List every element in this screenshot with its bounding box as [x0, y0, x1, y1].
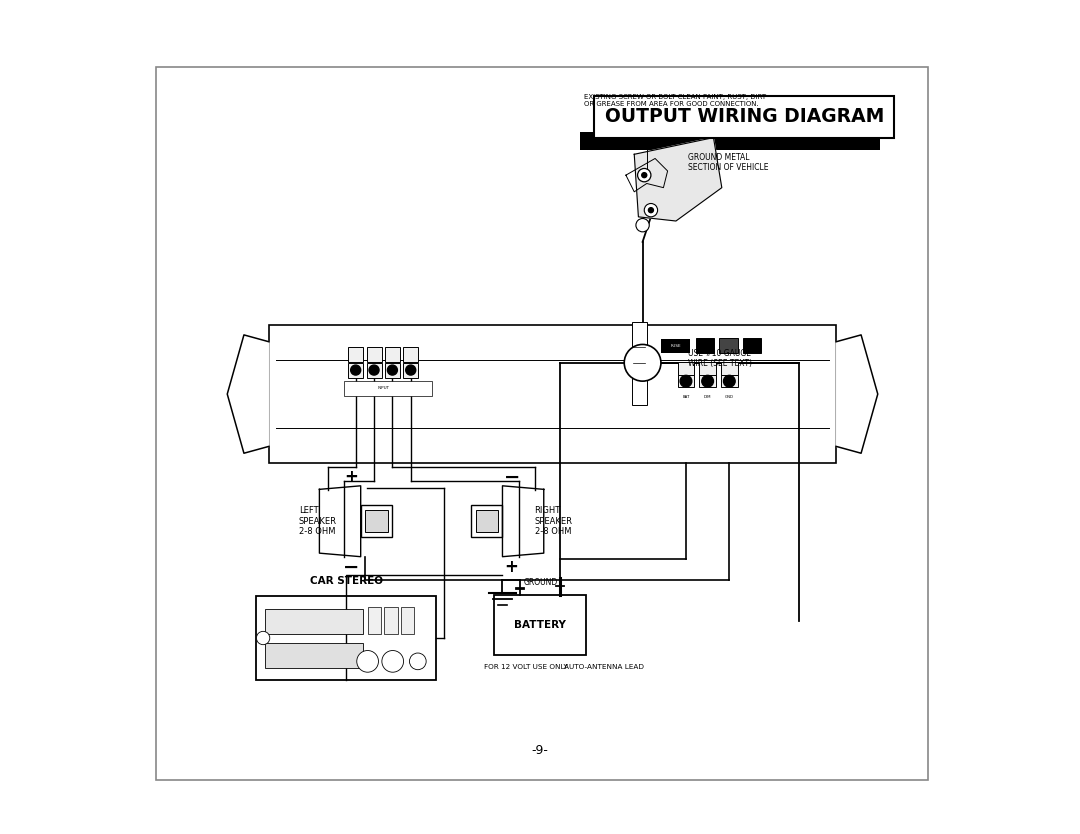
Bar	[403, 347, 418, 362]
Bar	[269, 325, 836, 463]
Text: INPUT: INPUT	[377, 386, 389, 390]
Bar	[384, 363, 400, 378]
Text: CAR STEREO: CAR STEREO	[310, 576, 382, 586]
Text: EXISTING SCREW OR BOLT CLEAN PAINT, RUST, DIRT
OR GREASE FROM AREA FOR GOOD CONN: EXISTING SCREW OR BOLT CLEAN PAINT, RUST…	[584, 93, 767, 107]
Text: BATTERY: BATTERY	[514, 620, 566, 630]
Bar	[403, 363, 418, 378]
Bar	[365, 510, 388, 532]
Bar	[677, 375, 694, 387]
Bar	[366, 363, 381, 378]
Text: GND: GND	[725, 395, 733, 399]
Bar	[719, 338, 738, 353]
Circle shape	[388, 365, 397, 375]
Text: BAT: BAT	[683, 395, 690, 399]
Bar	[265, 609, 363, 634]
Text: AUTO-ANTENNA LEAD: AUTO-ANTENNA LEAD	[565, 664, 645, 671]
Bar	[265, 643, 363, 668]
Bar	[471, 505, 502, 537]
Circle shape	[351, 365, 361, 375]
Text: FUSE: FUSE	[671, 344, 680, 348]
Bar	[580, 132, 880, 150]
Circle shape	[636, 219, 649, 232]
Circle shape	[724, 375, 735, 387]
Text: OUTPUT WIRING DIAGRAM: OUTPUT WIRING DIAGRAM	[605, 108, 885, 126]
Bar	[157, 67, 928, 780]
Text: −: −	[343, 558, 360, 577]
Circle shape	[256, 631, 270, 645]
Bar	[475, 510, 498, 532]
Circle shape	[382, 651, 404, 672]
Text: USE #10 GAUGE
WIRE (SEE TEXT): USE #10 GAUGE WIRE (SEE TEXT)	[688, 349, 753, 369]
Circle shape	[702, 375, 714, 387]
Text: DIM: DIM	[704, 395, 712, 399]
Bar	[366, 347, 381, 362]
Bar	[632, 322, 647, 405]
Circle shape	[637, 168, 651, 182]
Bar	[401, 607, 415, 634]
Bar	[384, 347, 400, 362]
Text: GROUND METAL
SECTION OF VEHICLE: GROUND METAL SECTION OF VEHICLE	[688, 153, 769, 173]
Circle shape	[409, 653, 427, 670]
Polygon shape	[502, 485, 543, 557]
Circle shape	[356, 651, 378, 672]
Circle shape	[645, 203, 658, 217]
Bar	[661, 339, 690, 353]
Bar	[696, 338, 714, 353]
Text: RIGHT
SPEAKER
2-8 OHM: RIGHT SPEAKER 2-8 OHM	[535, 506, 572, 536]
Text: FOR 12 VOLT USE ONLY: FOR 12 VOLT USE ONLY	[484, 664, 568, 671]
Bar	[361, 505, 392, 537]
Bar	[367, 607, 381, 634]
Text: −: −	[503, 468, 519, 487]
Circle shape	[406, 365, 416, 375]
Bar	[743, 338, 761, 353]
Text: LEFT
SPEAKER
2-8 OHM: LEFT SPEAKER 2-8 OHM	[299, 506, 337, 536]
Text: -9-: -9-	[531, 744, 549, 757]
Bar	[256, 596, 435, 680]
Circle shape	[642, 173, 647, 178]
Bar	[721, 375, 738, 387]
Bar	[699, 362, 716, 374]
Polygon shape	[634, 138, 721, 221]
Circle shape	[680, 375, 692, 387]
Text: +: +	[504, 558, 518, 576]
Bar	[677, 362, 694, 374]
Polygon shape	[227, 335, 269, 453]
Polygon shape	[836, 335, 878, 453]
Bar	[721, 362, 738, 374]
Bar	[345, 381, 432, 396]
Polygon shape	[320, 485, 361, 557]
Bar	[699, 375, 716, 387]
Text: +: +	[345, 469, 359, 486]
Circle shape	[648, 208, 653, 213]
Text: GROUND: GROUND	[524, 578, 557, 586]
Circle shape	[624, 344, 661, 381]
Circle shape	[369, 365, 379, 375]
Bar	[348, 347, 363, 362]
Bar	[384, 607, 397, 634]
Bar	[594, 96, 894, 138]
Bar	[495, 595, 585, 655]
Bar	[348, 363, 363, 378]
